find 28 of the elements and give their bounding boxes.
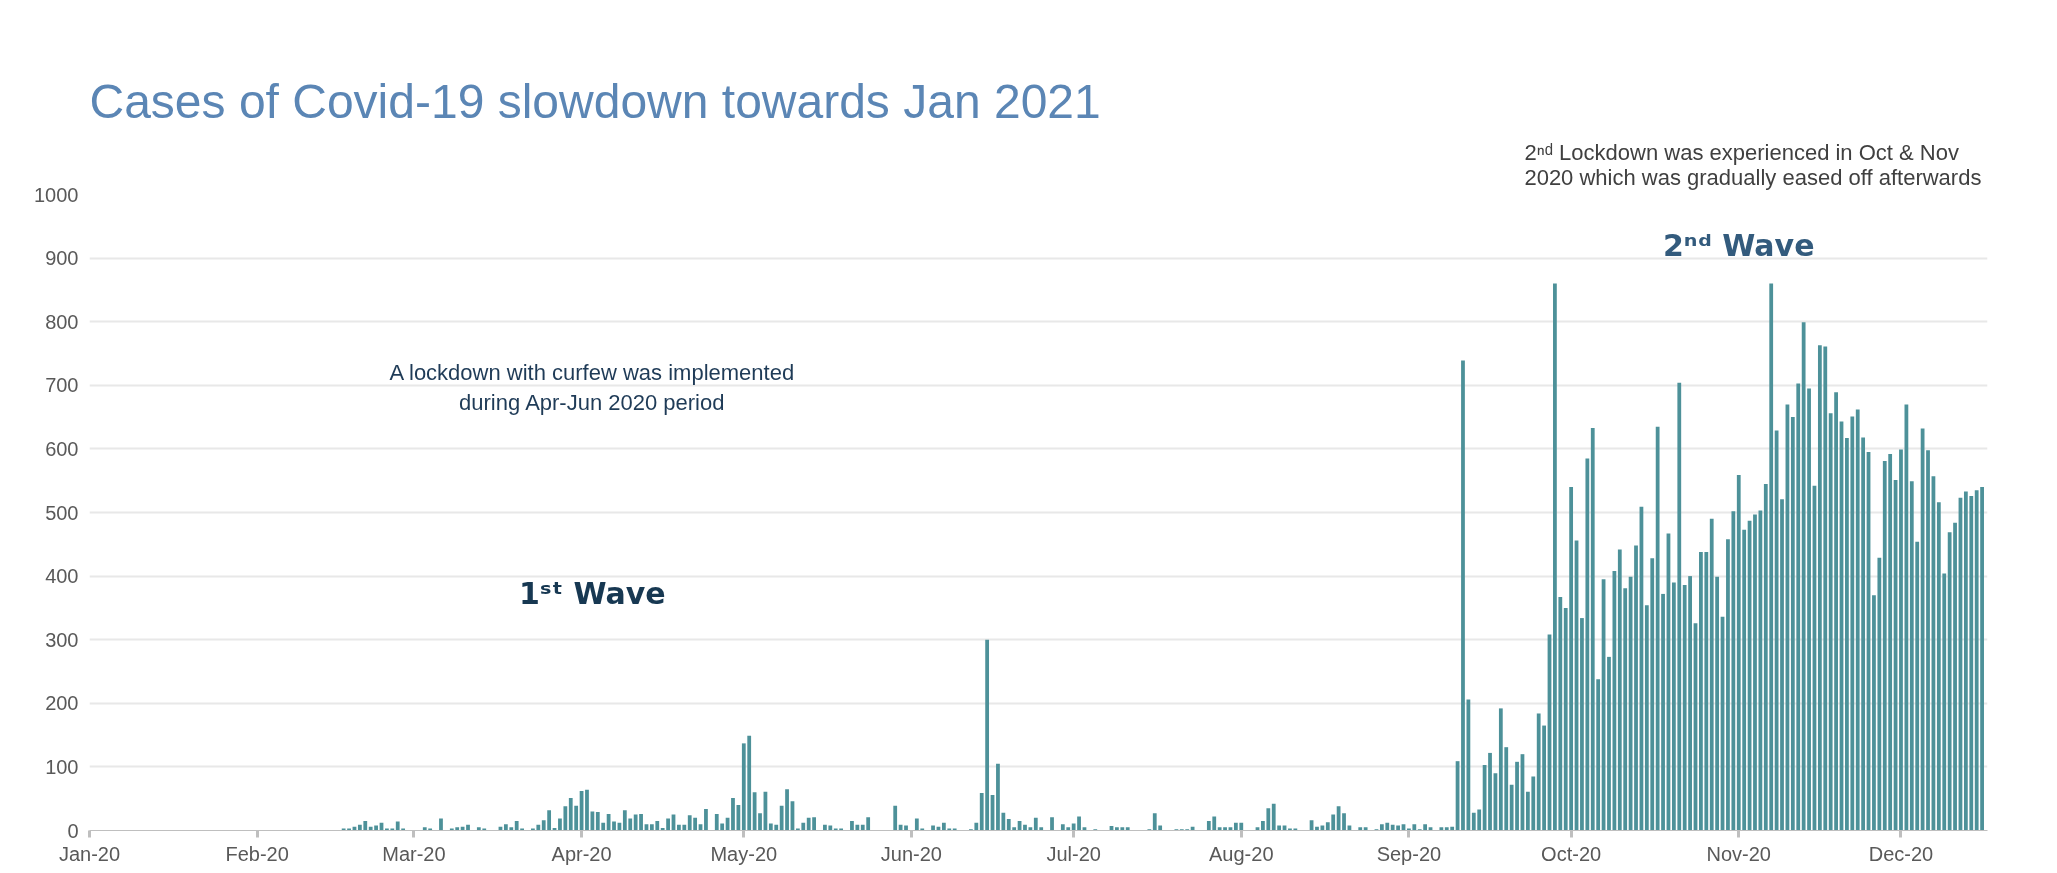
y-tick-label: 400 xyxy=(45,565,79,588)
y-tick-label: 600 xyxy=(45,437,79,460)
x-tick-label: Jul-20 xyxy=(1046,842,1101,865)
annotation: 2ⁿᵈ Wave xyxy=(1663,227,1815,263)
y-tick-label: 1000 xyxy=(34,183,79,206)
x-tick-label: Sep-20 xyxy=(1376,842,1442,865)
y-tick-label: 100 xyxy=(45,755,79,778)
x-tick-label: Oct-20 xyxy=(1541,842,1602,865)
y-tick-label: 200 xyxy=(45,692,79,715)
annotation: A lockdown with curfew was implemented during Apr-Jun 2020 period xyxy=(389,360,795,416)
y-tick-label: 500 xyxy=(45,501,79,524)
x-tick-label: Jun-20 xyxy=(880,842,943,865)
y-tick-label: 300 xyxy=(45,628,79,651)
x-tick-label: Jan-20 xyxy=(58,842,121,865)
x-tick-label: Aug-20 xyxy=(1209,842,1274,865)
chart-title: Cases of Covid-19 slowdown towards Jan 2021 xyxy=(89,74,1101,128)
y-tick-label: 0 xyxy=(67,819,79,842)
x-tick-label: Feb-20 xyxy=(225,842,289,865)
x-tick-label: Dec-20 xyxy=(1868,842,1934,865)
y-tick-label: 800 xyxy=(45,310,79,333)
y-tick-label: 700 xyxy=(45,374,79,397)
annotation: 1ˢᵗ Wave xyxy=(519,575,666,611)
y-tick-label: 900 xyxy=(45,247,79,270)
x-tick-label: Mar-20 xyxy=(382,842,446,865)
x-tick-label: Apr-20 xyxy=(551,842,612,865)
text: 2ⁿᵈ Lockdown was experienced in Oct & Nov 2020 which was gradually eased off afterwards xyxy=(1524,139,1982,190)
x-tick-label: May-20 xyxy=(710,842,778,865)
x-tick-label: Nov-20 xyxy=(1706,842,1772,865)
